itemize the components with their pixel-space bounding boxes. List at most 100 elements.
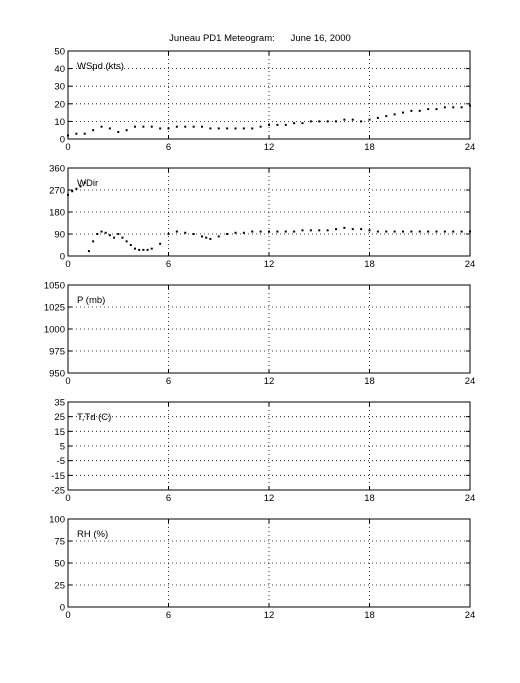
data-point bbox=[385, 230, 388, 233]
data-point bbox=[100, 125, 103, 128]
x-tick-label: 6 bbox=[166, 376, 171, 387]
data-point bbox=[452, 230, 455, 233]
data-point bbox=[113, 236, 116, 239]
data-point bbox=[192, 125, 195, 128]
x-tick-label: 0 bbox=[65, 610, 70, 621]
data-point bbox=[259, 125, 262, 128]
data-point bbox=[402, 230, 404, 233]
data-point bbox=[326, 229, 329, 232]
data-point bbox=[410, 230, 413, 233]
data-point bbox=[443, 106, 446, 109]
x-tick-label: 0 bbox=[65, 259, 70, 270]
x-tick-label: 12 bbox=[264, 142, 275, 153]
data-point bbox=[92, 129, 95, 132]
data-point bbox=[368, 118, 371, 121]
data-point bbox=[276, 123, 279, 126]
x-tick-label: 24 bbox=[465, 610, 476, 621]
x-tick-label: 0 bbox=[65, 376, 70, 387]
y-tick-label: 0 bbox=[60, 603, 65, 614]
data-point bbox=[129, 244, 132, 246]
panel-label: P (mb) bbox=[77, 295, 105, 306]
y-tick-label: 270 bbox=[49, 186, 65, 197]
x-tick-label: 12 bbox=[264, 376, 275, 387]
y-tick-label: 30 bbox=[54, 82, 65, 93]
x-tick-label: 24 bbox=[465, 493, 476, 504]
data-point bbox=[100, 230, 103, 233]
data-point bbox=[167, 233, 170, 235]
y-tick-label: -5 bbox=[57, 456, 65, 467]
data-point bbox=[104, 231, 107, 234]
data-point bbox=[452, 106, 455, 109]
data-point bbox=[335, 120, 337, 123]
data-point bbox=[138, 248, 141, 251]
data-point bbox=[79, 185, 82, 188]
data-point bbox=[146, 248, 149, 251]
data-point bbox=[435, 108, 438, 111]
x-tick-label: 12 bbox=[264, 493, 275, 504]
data-point bbox=[184, 231, 187, 234]
panel-label: WSpd (kts) bbox=[77, 61, 124, 72]
x-tick-label: 18 bbox=[364, 259, 375, 270]
data-point bbox=[201, 125, 203, 128]
y-tick-label: 1050 bbox=[44, 281, 65, 292]
data-point bbox=[293, 230, 296, 233]
data-point bbox=[121, 236, 124, 239]
data-point bbox=[159, 242, 162, 245]
data-point bbox=[326, 120, 329, 123]
y-tick-label: 360 bbox=[49, 164, 65, 175]
x-tick-label: 18 bbox=[364, 142, 375, 153]
data-point bbox=[217, 235, 220, 238]
data-point bbox=[234, 231, 237, 234]
x-tick-label: 0 bbox=[65, 142, 70, 153]
x-tick-label: 6 bbox=[166, 142, 171, 153]
x-tick-label: 24 bbox=[465, 259, 476, 270]
y-tick-label: 950 bbox=[49, 369, 65, 380]
x-tick-label: 18 bbox=[364, 493, 375, 504]
data-point bbox=[150, 125, 153, 128]
data-point bbox=[83, 181, 86, 184]
data-point bbox=[134, 125, 136, 128]
data-point bbox=[268, 230, 270, 233]
panel-label: WDir bbox=[77, 178, 98, 189]
data-point bbox=[360, 228, 363, 231]
y-tick-label: 75 bbox=[54, 537, 65, 548]
y-tick-label: 40 bbox=[54, 64, 65, 75]
y-tick-label: 975 bbox=[49, 347, 65, 358]
data-point bbox=[108, 234, 111, 237]
data-point bbox=[376, 230, 379, 233]
chart-title: Juneau PD1 Meteogram: June 16, 2000 bbox=[169, 33, 351, 44]
data-point bbox=[125, 240, 128, 243]
data-point bbox=[205, 236, 208, 239]
data-point bbox=[284, 230, 287, 233]
y-tick-label: -25 bbox=[51, 486, 65, 497]
x-tick-label: 0 bbox=[65, 493, 70, 504]
data-point bbox=[427, 108, 430, 111]
y-tick-label: 0 bbox=[60, 252, 65, 263]
data-point bbox=[293, 122, 296, 125]
data-point bbox=[443, 230, 446, 233]
data-point bbox=[67, 134, 69, 137]
x-tick-label: 6 bbox=[166, 493, 171, 504]
y-tick-label: 1025 bbox=[44, 303, 65, 314]
data-point bbox=[217, 127, 220, 130]
data-point bbox=[301, 229, 304, 232]
data-point bbox=[184, 125, 187, 128]
data-point bbox=[460, 106, 463, 109]
data-point bbox=[385, 115, 388, 118]
data-point bbox=[360, 120, 363, 123]
data-point bbox=[92, 240, 95, 243]
data-point bbox=[309, 120, 312, 123]
y-tick-label: 15 bbox=[54, 427, 65, 438]
data-point bbox=[318, 229, 321, 232]
data-point bbox=[209, 127, 212, 130]
data-point bbox=[234, 127, 237, 130]
data-point bbox=[201, 235, 203, 238]
y-tick-label: 50 bbox=[54, 559, 65, 570]
data-point bbox=[410, 109, 413, 112]
panel-label: T,Td (C) bbox=[77, 412, 111, 423]
y-tick-label: 10 bbox=[54, 117, 65, 128]
data-point bbox=[175, 125, 178, 128]
x-tick-label: 18 bbox=[364, 376, 375, 387]
x-tick-label: 12 bbox=[264, 610, 275, 621]
x-tick-label: 18 bbox=[364, 610, 375, 621]
